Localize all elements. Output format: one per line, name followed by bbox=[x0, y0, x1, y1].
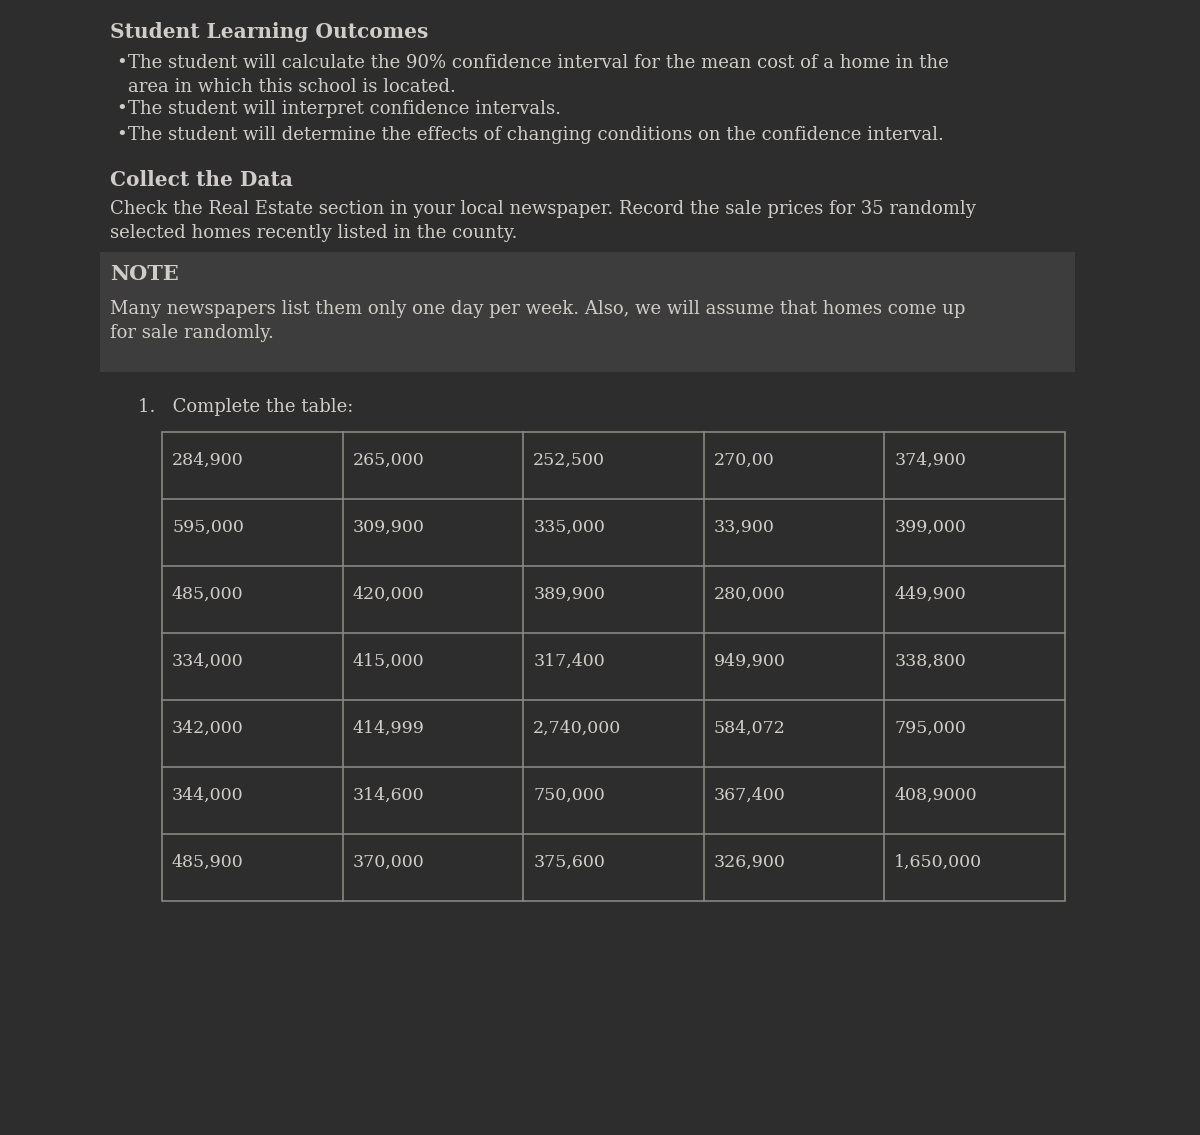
Text: •: • bbox=[116, 126, 127, 144]
Text: 367,400: 367,400 bbox=[714, 787, 786, 804]
Text: The student will determine the effects of changing conditions on the confidence : The student will determine the effects o… bbox=[128, 126, 944, 144]
Text: 415,000: 415,000 bbox=[353, 653, 425, 670]
Text: 1.   Complete the table:: 1. Complete the table: bbox=[138, 398, 353, 417]
Text: 335,000: 335,000 bbox=[533, 519, 605, 536]
Text: 342,000: 342,000 bbox=[172, 720, 244, 737]
Text: 309,900: 309,900 bbox=[353, 519, 425, 536]
Text: 252,500: 252,500 bbox=[533, 452, 605, 469]
Text: 949,900: 949,900 bbox=[714, 653, 786, 670]
Text: Student Learning Outcomes: Student Learning Outcomes bbox=[110, 22, 428, 42]
Text: 334,000: 334,000 bbox=[172, 653, 244, 670]
Text: 2,740,000: 2,740,000 bbox=[533, 720, 622, 737]
Text: •: • bbox=[116, 54, 127, 72]
Text: Check the Real Estate section in your local newspaper. Record the sale prices fo: Check the Real Estate section in your lo… bbox=[110, 200, 976, 242]
Text: 399,000: 399,000 bbox=[894, 519, 966, 536]
Text: 265,000: 265,000 bbox=[353, 452, 425, 469]
Text: 420,000: 420,000 bbox=[353, 586, 425, 603]
Text: 795,000: 795,000 bbox=[894, 720, 966, 737]
Text: 317,400: 317,400 bbox=[533, 653, 605, 670]
Text: 284,900: 284,900 bbox=[172, 452, 244, 469]
Text: 389,900: 389,900 bbox=[533, 586, 605, 603]
Text: 375,600: 375,600 bbox=[533, 854, 605, 871]
Text: 338,800: 338,800 bbox=[894, 653, 966, 670]
Bar bbox=[100, 252, 1075, 372]
Text: 485,000: 485,000 bbox=[172, 586, 244, 603]
Text: 449,900: 449,900 bbox=[894, 586, 966, 603]
Text: Collect the Data: Collect the Data bbox=[110, 170, 293, 190]
Text: Many newspapers list them only one day per week. Also, we will assume that homes: Many newspapers list them only one day p… bbox=[110, 300, 965, 343]
Text: NOTE: NOTE bbox=[110, 264, 179, 284]
Text: 326,900: 326,900 bbox=[714, 854, 786, 871]
Text: 414,999: 414,999 bbox=[353, 720, 425, 737]
Text: •: • bbox=[116, 100, 127, 118]
Text: The student will calculate the 90% confidence interval for the mean cost of a ho: The student will calculate the 90% confi… bbox=[128, 54, 949, 96]
Text: 485,900: 485,900 bbox=[172, 854, 244, 871]
Text: 1,650,000: 1,650,000 bbox=[894, 854, 983, 871]
Text: 595,000: 595,000 bbox=[172, 519, 244, 536]
Text: 314,600: 314,600 bbox=[353, 787, 425, 804]
Text: 750,000: 750,000 bbox=[533, 787, 605, 804]
Text: 408,9000: 408,9000 bbox=[894, 787, 977, 804]
Text: 280,000: 280,000 bbox=[714, 586, 786, 603]
Text: 370,000: 370,000 bbox=[353, 854, 425, 871]
Text: 270,00: 270,00 bbox=[714, 452, 774, 469]
Text: 344,000: 344,000 bbox=[172, 787, 244, 804]
Bar bbox=[162, 432, 1066, 901]
Text: 584,072: 584,072 bbox=[714, 720, 786, 737]
Text: The student will interpret confidence intervals.: The student will interpret confidence in… bbox=[128, 100, 562, 118]
Text: 33,900: 33,900 bbox=[714, 519, 775, 536]
Text: 374,900: 374,900 bbox=[894, 452, 966, 469]
